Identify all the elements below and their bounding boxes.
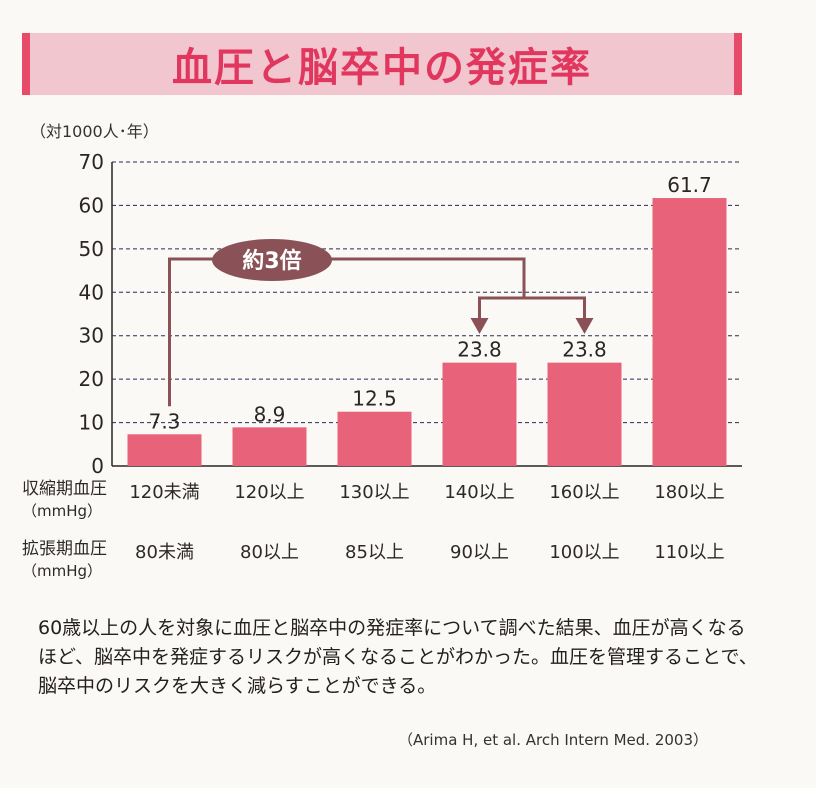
systolic-category-label: 130以上: [339, 482, 410, 503]
data-label: 7.3: [149, 409, 181, 433]
data-label: 23.8: [457, 338, 502, 362]
systolic-category-label: 140以上: [444, 482, 515, 503]
y-tick-label: 50: [79, 237, 104, 261]
data-label: 8.9: [254, 402, 286, 426]
arrow-head: [470, 318, 489, 334]
data-label: 12.5: [352, 387, 397, 411]
chart-title: 血圧と脳卒中の発症率: [172, 45, 592, 91]
diastolic-category-label: 110以上: [654, 542, 725, 563]
y-tick-label: 10: [79, 411, 104, 435]
systolic-category-label: 120以上: [234, 482, 305, 503]
diastolic-category-label: 80以上: [240, 542, 299, 563]
bar: [652, 198, 727, 466]
diastolic-category-label: 85以上: [345, 542, 404, 563]
caption-text: 60歳以上の人を対象に血圧と脳卒中の発症率について調べた結果、血圧が高くなるほど…: [38, 617, 758, 697]
data-label: 61.7: [667, 173, 712, 197]
bar: [442, 362, 517, 466]
diastolic-category-label: 80未満: [135, 542, 194, 563]
systolic-category-label: 160以上: [549, 482, 620, 503]
bar: [127, 434, 202, 466]
diastolic-row-header: 拡張期血圧 （mmHg）: [22, 538, 107, 582]
title-banner: 血圧と脳卒中の発症率: [22, 33, 742, 95]
bar: [337, 411, 412, 466]
data-label: 23.8: [562, 338, 607, 362]
comparison-bracket: [168, 257, 526, 407]
y-tick-label: 20: [79, 367, 104, 391]
y-axis-unit: （対1000人･年）: [30, 122, 159, 141]
systolic-label: 収縮期血圧: [22, 479, 107, 499]
y-tick-label: 30: [79, 324, 104, 348]
bar: [232, 427, 307, 466]
diastolic-unit: （mmHg）: [22, 562, 103, 580]
y-tick-label: 40: [79, 280, 104, 304]
diastolic-label: 拡張期血圧: [22, 539, 107, 559]
annotation-text: 約3倍: [242, 248, 301, 274]
systolic-category-label: 120未満: [129, 482, 200, 503]
y-tick-label: 60: [79, 193, 104, 217]
diastolic-category-label: 100以上: [549, 542, 620, 563]
comparison-bracket: [478, 296, 586, 322]
bar-chart: 0 10 20 30 40 50 60 70 7.3 8.9 12.5 23.8 23.8 61.7 約…: [79, 150, 742, 478]
systolic-category-label: 180以上: [654, 482, 725, 503]
source-citation: （Arima H, et al. Arch Intern Med. 2003）: [398, 731, 708, 749]
systolic-row-header: 収縮期血圧 （mmHg）: [22, 478, 107, 522]
systolic-unit: （mmHg）: [22, 502, 103, 520]
y-tick-label: 70: [79, 150, 104, 174]
annotation-badge: [212, 239, 332, 281]
arrow-head: [575, 318, 594, 334]
bar: [547, 362, 622, 466]
diastolic-category-label: 90以上: [450, 542, 509, 563]
y-tick-label: 0: [91, 454, 104, 478]
